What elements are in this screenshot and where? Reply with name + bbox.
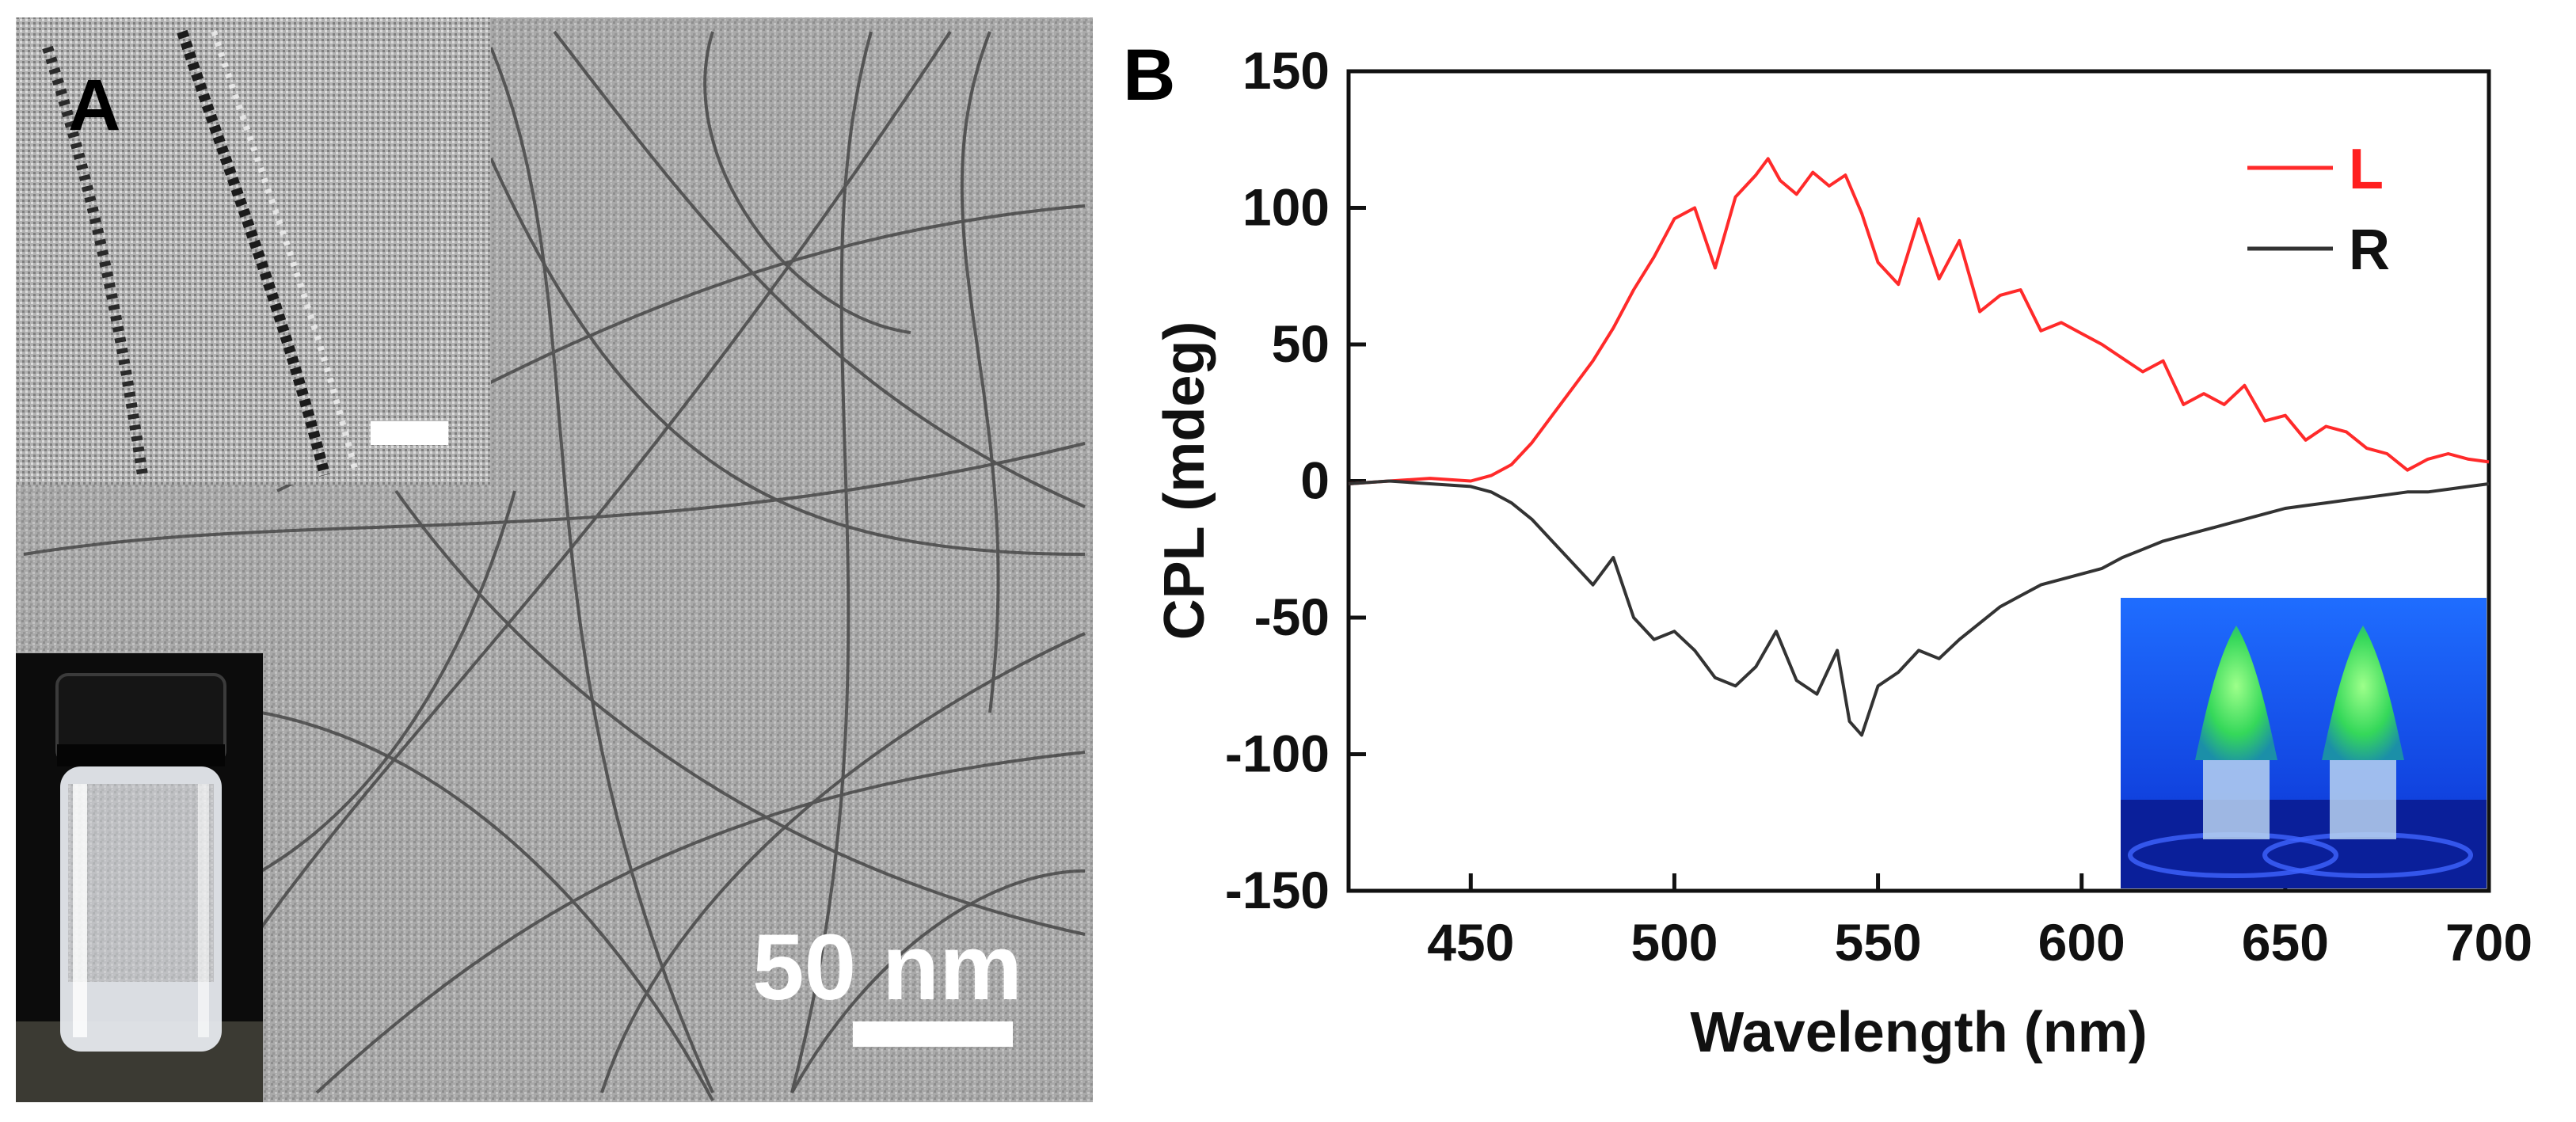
x-tick-label: 500 — [1630, 913, 1718, 972]
fluorescence-photo-inset — [2121, 598, 2487, 888]
y-tick-label: 150 — [1242, 41, 1330, 100]
x-axis-title: Wavelength (nm) — [1690, 1001, 2147, 1064]
inset-scale-bar — [371, 421, 448, 445]
y-tick-label: 100 — [1242, 178, 1330, 237]
legend-label-l: L — [2349, 138, 2384, 201]
series-line-l — [1348, 157, 2490, 485]
y-tick-label: 0 — [1300, 451, 1330, 510]
x-tick-label: 550 — [1835, 913, 1922, 972]
y-tick-label: -150 — [1225, 861, 1330, 919]
nanofiber-lines — [23, 30, 1086, 1101]
x-tick-label: 650 — [2242, 913, 2329, 972]
series-group — [1348, 157, 2490, 737]
series-line-r — [1348, 479, 2490, 737]
legend-label-r: R — [2349, 219, 2390, 282]
x-tick-label: 450 — [1427, 913, 1514, 972]
legend: L R — [2247, 138, 2390, 282]
x-tick-label: 700 — [2445, 913, 2532, 972]
y-axis-title: CPL (mdeg) — [1153, 321, 1216, 641]
x-axis: 450 500 550 600 650 700 — [1427, 873, 2532, 972]
y-tick-label: -50 — [1254, 588, 1330, 646]
tube-right — [2322, 626, 2404, 839]
scale-bar-text: 50 nm — [752, 915, 1022, 1020]
vial-photo-inset — [16, 653, 263, 1102]
tube-left — [2195, 626, 2277, 839]
panel-a: A 50 nm — [16, 17, 1093, 1102]
x-tick-label: 600 — [2038, 913, 2125, 972]
y-tick-label: 50 — [1272, 314, 1330, 373]
scale-bar — [853, 1021, 1013, 1047]
panel-b-label: B — [1123, 35, 1175, 116]
hrtem-inset — [16, 17, 491, 485]
panel-a-label: A — [68, 65, 120, 146]
y-tick-label: -100 — [1225, 725, 1330, 783]
y-axis: 150 100 50 0 -50 -100 -150 — [1225, 41, 1366, 919]
